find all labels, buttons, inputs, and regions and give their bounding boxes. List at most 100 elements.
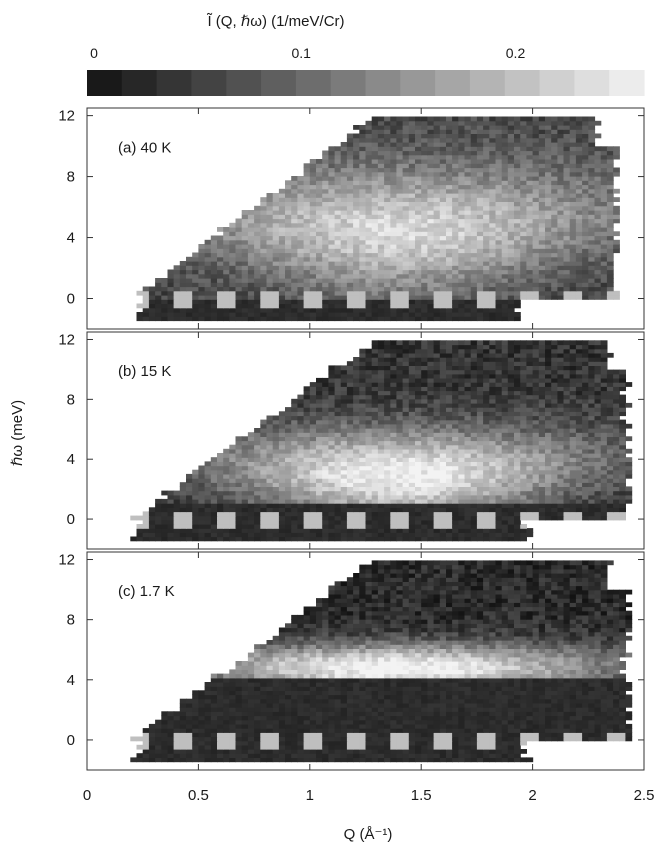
heatmap-cell xyxy=(563,210,571,215)
heatmap-cell xyxy=(377,436,385,442)
heatmap-cell xyxy=(575,436,583,442)
heatmap-cell xyxy=(365,256,373,262)
heatmap-cell xyxy=(483,312,490,317)
heatmap-cell xyxy=(390,440,398,446)
heatmap-cell xyxy=(328,465,336,471)
heatmap-cell xyxy=(408,125,416,130)
heatmap-cell xyxy=(408,407,416,412)
heatmap-cell xyxy=(446,265,453,271)
heatmap-cell xyxy=(514,231,521,237)
heatmap-cell xyxy=(254,528,261,533)
heatmap-cell xyxy=(186,503,193,508)
heatmap-cell xyxy=(377,303,385,309)
heatmap-cell xyxy=(136,532,144,538)
heatmap-cell xyxy=(173,290,181,296)
heatmap-cell xyxy=(334,312,342,317)
heatmap-cell xyxy=(495,478,503,483)
heatmap-cell xyxy=(254,316,261,322)
heatmap-cell xyxy=(377,176,385,181)
heatmap-cell xyxy=(470,316,478,322)
heatmap-cell xyxy=(452,188,459,194)
heatmap-cell xyxy=(446,269,453,275)
heatmap-cell xyxy=(390,515,398,521)
heatmap-cell xyxy=(346,511,354,517)
heatmap-cell xyxy=(470,457,478,462)
heatmap-cell xyxy=(464,295,472,300)
heatmap-cell xyxy=(309,448,317,454)
heatmap-cell xyxy=(452,432,459,437)
heatmap-cell xyxy=(346,248,354,254)
heatmap-cell xyxy=(247,222,255,228)
heatmap-cell xyxy=(483,453,490,458)
heatmap-cell xyxy=(575,150,583,156)
heatmap-cell xyxy=(495,440,503,446)
heatmap-cell xyxy=(606,150,614,156)
heatmap-cell xyxy=(371,290,379,296)
heatmap-cell xyxy=(328,167,336,173)
heatmap-cell xyxy=(575,133,583,139)
heatmap-cell xyxy=(489,231,497,237)
heatmap-cell xyxy=(507,273,515,279)
heatmap-cell xyxy=(328,494,336,500)
heatmap-cell xyxy=(458,461,466,467)
heatmap-cell xyxy=(303,461,311,467)
heatmap-cell xyxy=(483,129,490,134)
heatmap-cell xyxy=(272,444,280,450)
heatmap-cell xyxy=(427,227,435,232)
heatmap-cell xyxy=(600,256,608,262)
heatmap-cell xyxy=(235,307,243,313)
heatmap-cell xyxy=(359,125,367,130)
heatmap-cell xyxy=(291,252,298,258)
heatmap-cell xyxy=(217,503,224,508)
heatmap-cell xyxy=(464,222,472,228)
heatmap-cell xyxy=(309,171,317,177)
heatmap-cell xyxy=(278,231,286,237)
heatmap-cell xyxy=(272,201,280,207)
heatmap-cell xyxy=(167,515,175,521)
heatmap-cell xyxy=(334,448,342,454)
heatmap-cell xyxy=(390,524,398,529)
heatmap-cell xyxy=(483,465,490,471)
heatmap-cell xyxy=(241,482,249,487)
heatmap-cell xyxy=(328,515,336,521)
heatmap-cell xyxy=(557,167,565,173)
heatmap-cell xyxy=(384,239,391,245)
heatmap-cell xyxy=(179,482,187,487)
heatmap-cell xyxy=(427,428,435,433)
heatmap-cell xyxy=(396,536,404,542)
heatmap-cell xyxy=(340,252,348,258)
heatmap-cell xyxy=(402,125,410,130)
heatmap-cell xyxy=(402,528,410,533)
heatmap-cell xyxy=(458,440,466,446)
heatmap-cell xyxy=(433,494,441,500)
heatmap-cell xyxy=(588,146,596,152)
heatmap-cell xyxy=(192,303,199,309)
heatmap-cell xyxy=(476,261,484,266)
heatmap-cell xyxy=(452,490,459,496)
heatmap-cell xyxy=(532,184,540,190)
heatmap-cell xyxy=(377,490,385,496)
heatmap-cell xyxy=(594,227,602,232)
heatmap-cell xyxy=(198,536,206,542)
heatmap-cell xyxy=(353,167,360,173)
heatmap-cell xyxy=(538,146,546,152)
heatmap-cell xyxy=(291,188,298,194)
heatmap-cell xyxy=(297,423,305,429)
heatmap-cell xyxy=(402,129,410,134)
heatmap-cell xyxy=(421,432,428,437)
heatmap-cell xyxy=(161,498,169,504)
heatmap-cell xyxy=(507,197,515,202)
heatmap-cell xyxy=(309,256,317,262)
heatmap-cell xyxy=(241,524,249,529)
heatmap-cell xyxy=(526,290,534,296)
heatmap-cell xyxy=(526,244,534,249)
heatmap-cell xyxy=(452,473,459,479)
heatmap-cell xyxy=(377,532,385,538)
heatmap-cell xyxy=(439,478,447,483)
heatmap-cell xyxy=(483,184,490,190)
heatmap-cell xyxy=(439,116,447,122)
heatmap-cell xyxy=(266,444,274,450)
heatmap-cell xyxy=(427,210,435,215)
heatmap-cell xyxy=(514,235,521,241)
heatmap-cell xyxy=(167,536,175,542)
